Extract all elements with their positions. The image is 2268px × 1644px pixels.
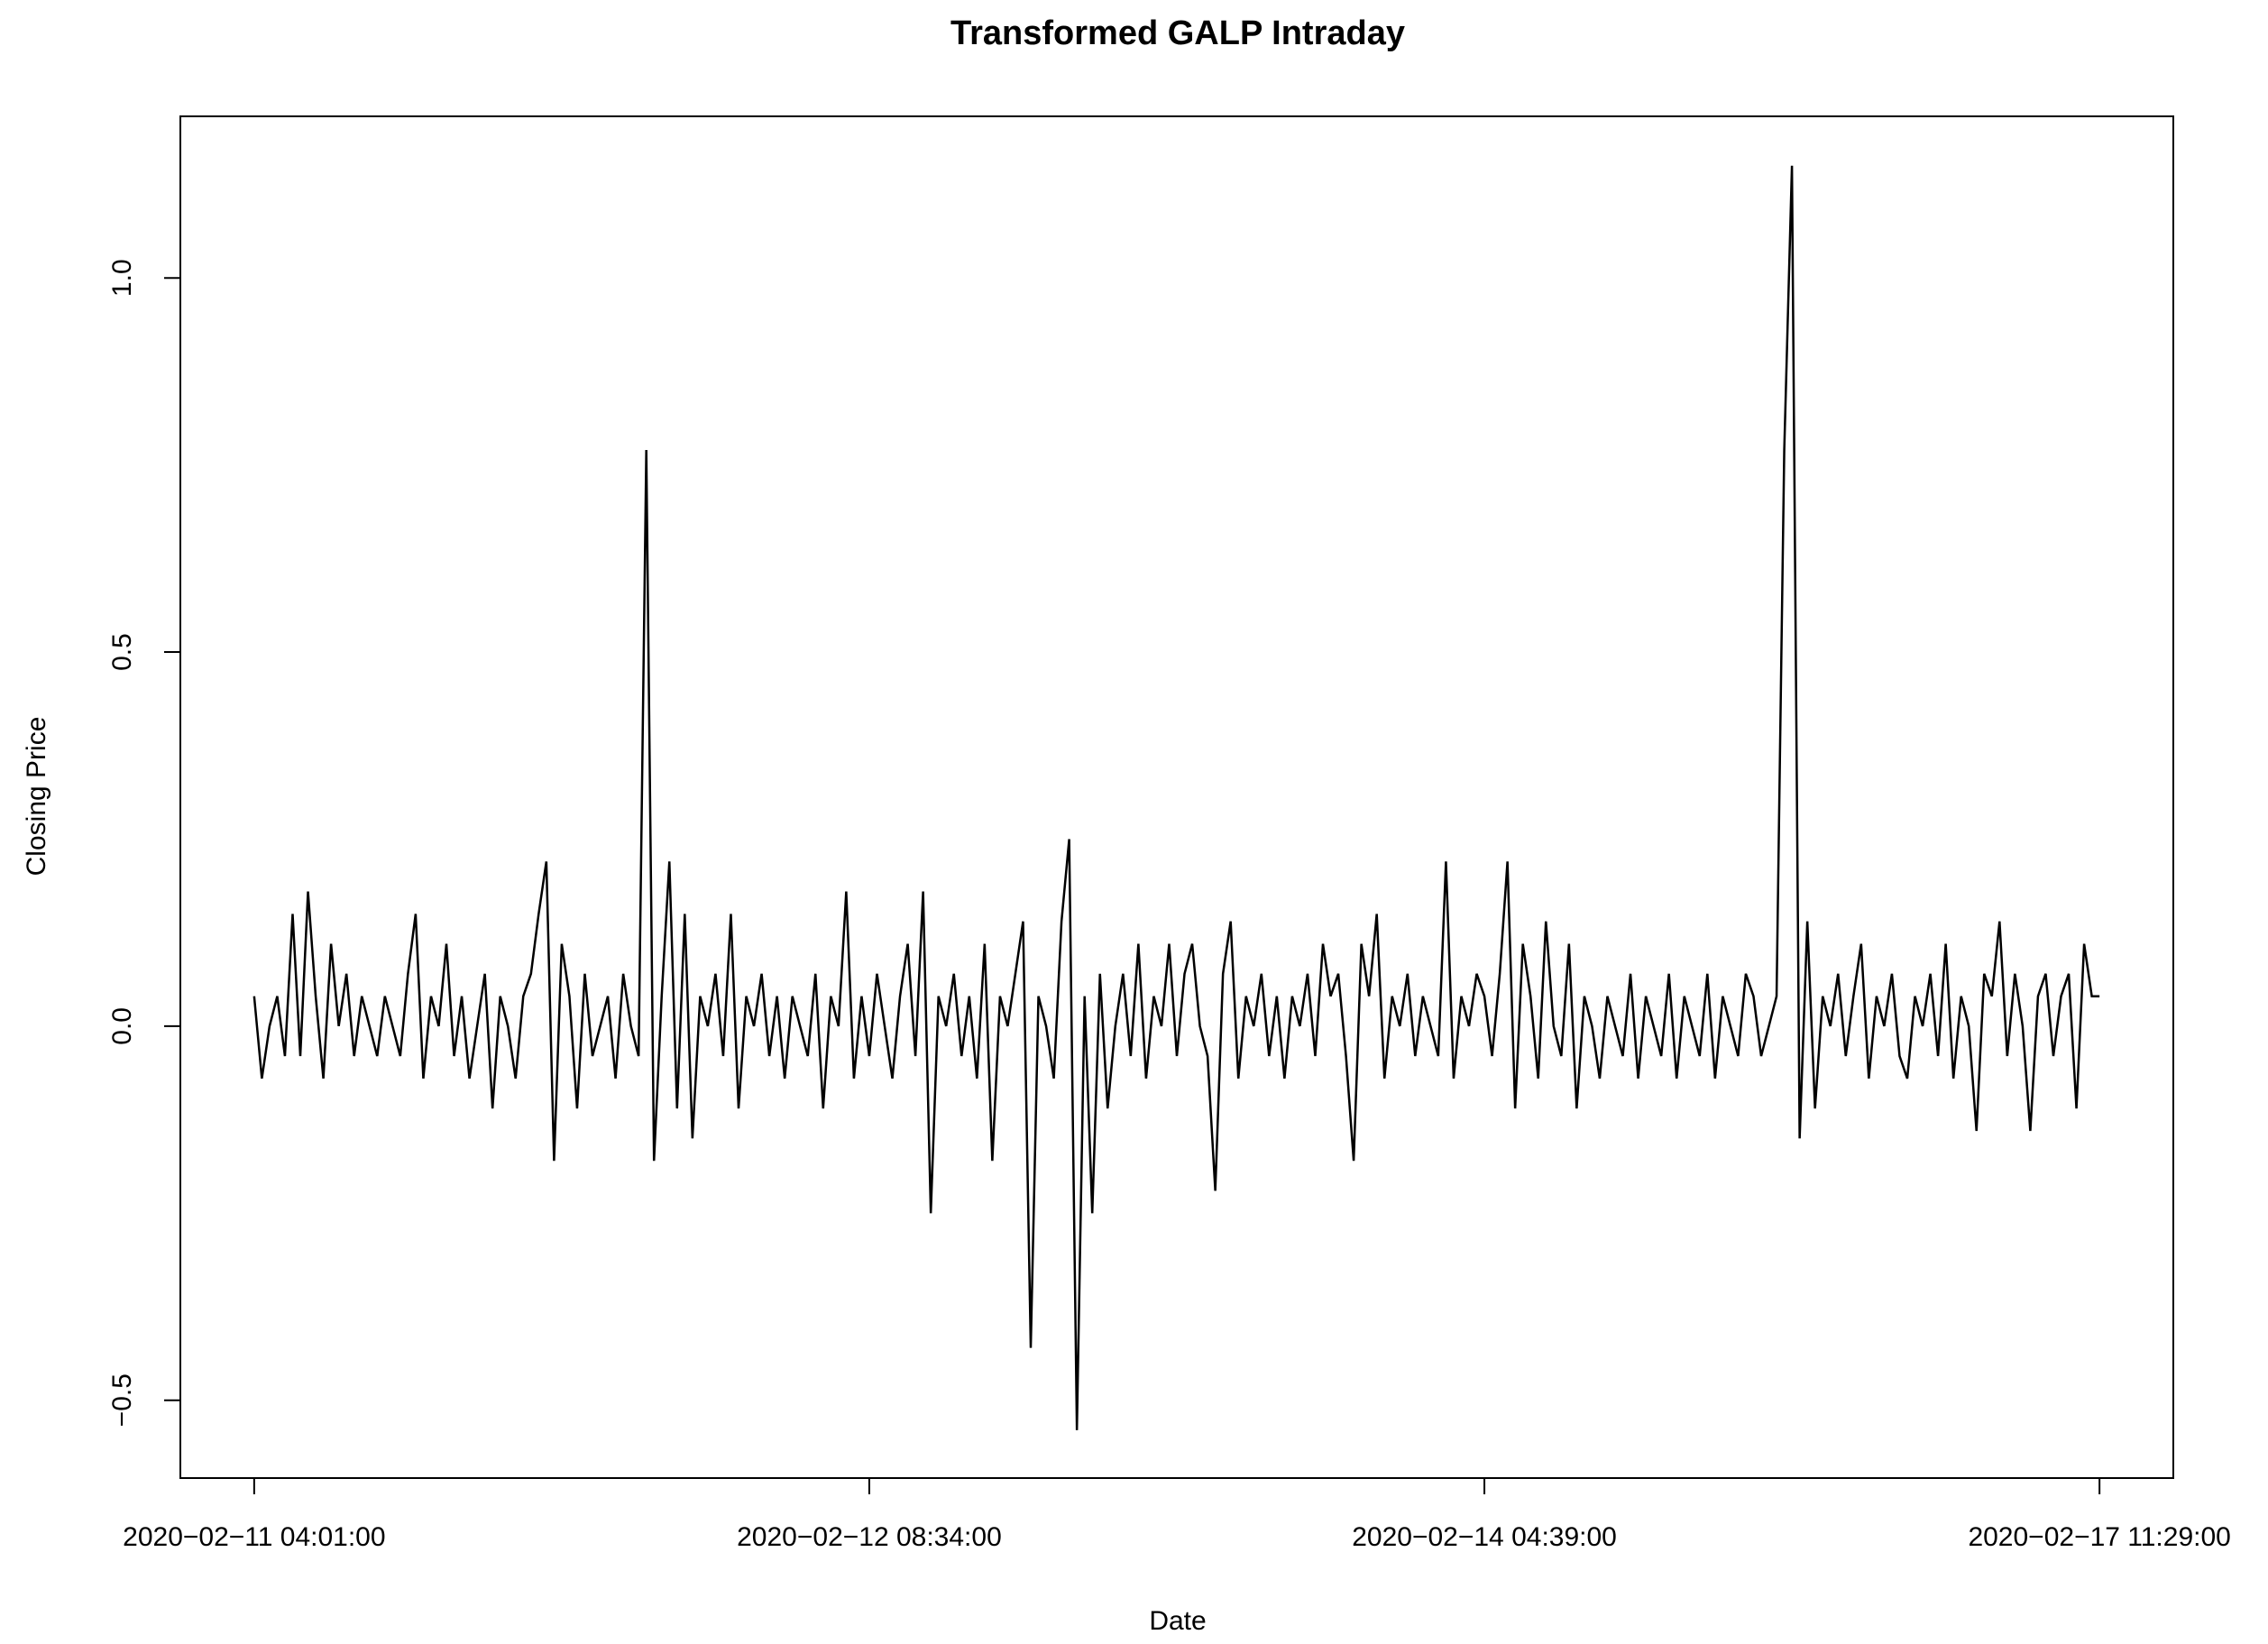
x-tick-label: 2020−02−11 04:01:00 — [123, 1522, 385, 1552]
y-tick-label: 0.0 — [107, 1007, 137, 1045]
chart-title: Transformed GALP Intraday — [950, 14, 1405, 52]
x-tick-label: 2020−02−14 04:39:00 — [1352, 1522, 1617, 1552]
x-tick-label: 2020−02−17 11:29:00 — [1968, 1522, 2230, 1552]
y-tick-label: −0.5 — [107, 1373, 137, 1427]
plot-frame — [179, 115, 2174, 1479]
y-tick-label: 0.5 — [107, 633, 137, 671]
x-axis-label: Date — [1149, 1606, 1206, 1636]
y-axis-label: Closing Price — [22, 717, 51, 877]
data-line — [253, 165, 2100, 1430]
y-tick-label: 1.0 — [107, 259, 137, 297]
x-tick-label: 2020−02−12 08:34:00 — [737, 1522, 1002, 1552]
